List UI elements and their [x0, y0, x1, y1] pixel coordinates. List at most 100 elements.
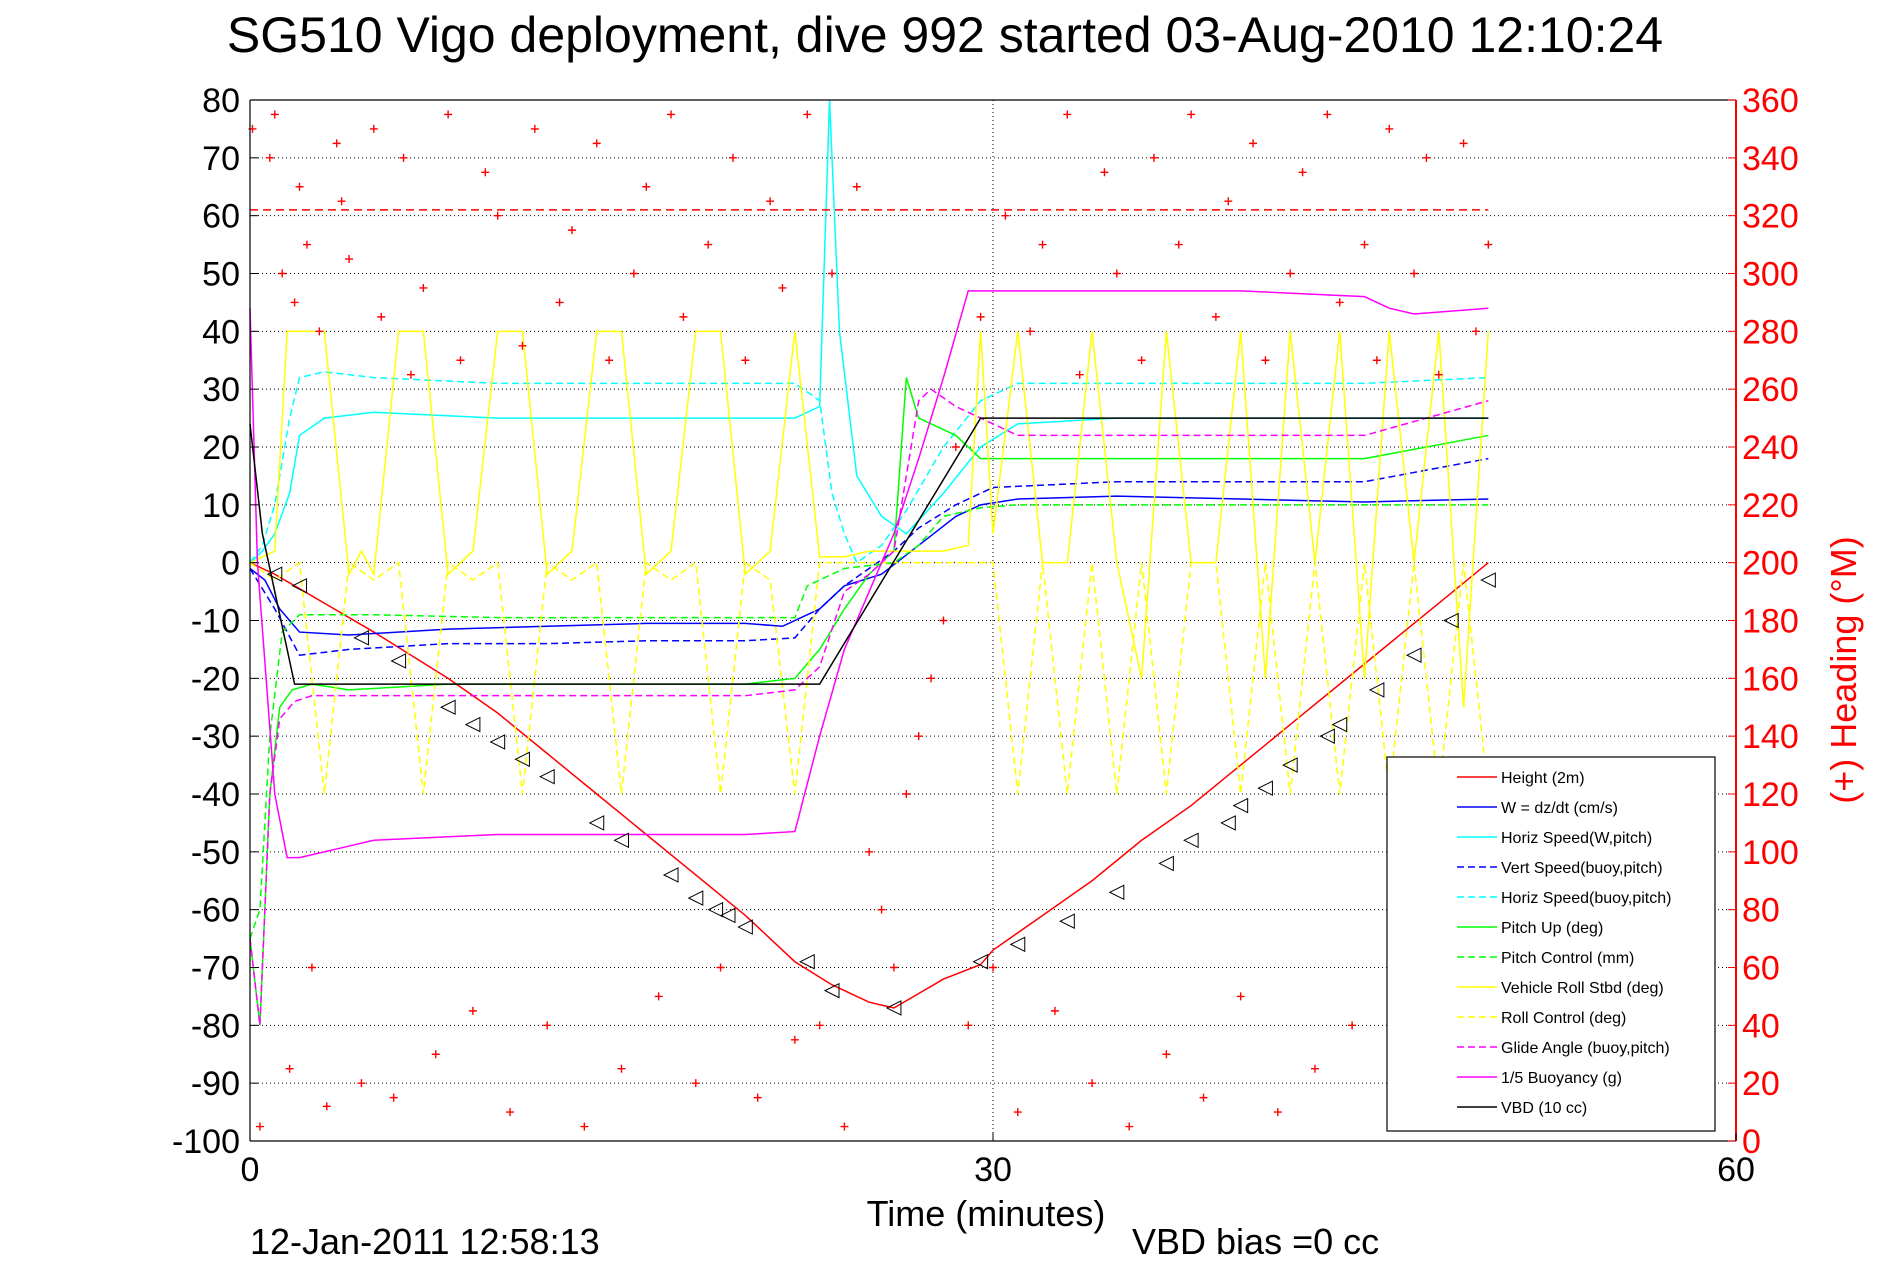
- heading-point: [322, 1102, 331, 1111]
- heading-point: [964, 1021, 973, 1030]
- heading-point: [592, 139, 601, 148]
- heading-point: [431, 1050, 440, 1059]
- glider-marker: [1282, 757, 1298, 773]
- heading-point: [285, 1064, 294, 1073]
- legend-label: Roll Control (deg): [1501, 1010, 1626, 1027]
- heading-point: [1372, 356, 1381, 365]
- right-tick-label: 340: [1742, 140, 1799, 178]
- heading-point: [1335, 298, 1344, 307]
- heading-point: [419, 283, 428, 292]
- series-line-10: [249, 290, 1489, 859]
- legend-label: Horiz Speed(W,pitch): [1501, 830, 1652, 847]
- heading-point: [691, 1079, 700, 1088]
- series-line-3: [249, 457, 1489, 657]
- heading-point: [406, 370, 415, 379]
- glider-markers: [266, 566, 1496, 1016]
- left-tick-label: -100: [172, 1123, 240, 1161]
- heading-point: [444, 110, 453, 119]
- right-tick-label: 100: [1742, 834, 1799, 872]
- heading-point: [1484, 240, 1493, 249]
- left-tick-label: -50: [191, 834, 240, 872]
- heading-point: [345, 255, 354, 264]
- glider-marker: [353, 630, 369, 646]
- left-tick-label: 50: [202, 256, 240, 294]
- heading-point: [332, 139, 341, 148]
- heading-point: [493, 211, 502, 220]
- left-tick-label: 0: [221, 545, 240, 583]
- heading-point: [337, 197, 346, 206]
- glider-marker: [1368, 682, 1385, 698]
- glider-marker: [972, 953, 989, 970]
- footer-timestamp: 12-Jan-2011 12:58:13: [250, 1221, 600, 1262]
- heading-point: [1038, 240, 1047, 249]
- heading-point: [939, 616, 948, 625]
- series-line-5: [249, 377, 1489, 1026]
- heading-point: [1211, 312, 1220, 321]
- x-axis-label: Time (minutes): [867, 1193, 1106, 1234]
- heading-point: [629, 269, 638, 278]
- heading-point: [1298, 168, 1307, 177]
- glider-marker: [707, 901, 724, 918]
- heading-point: [369, 124, 378, 133]
- heading-point: [1310, 1064, 1319, 1073]
- left-tick-label: 10: [202, 487, 240, 525]
- heading-point: [506, 1108, 515, 1117]
- glider-marker: [539, 768, 555, 785]
- heading-point: [778, 283, 787, 292]
- heading-point: [667, 110, 676, 119]
- glider-marker: [1319, 728, 1335, 744]
- legend: Height (2m) W = dz/dt (cm/s) Horiz Speed(W…: [1386, 756, 1716, 1132]
- right-tick-label: 200: [1742, 545, 1799, 583]
- glider-marker: [1480, 572, 1496, 588]
- heading-point: [307, 963, 316, 972]
- series-line-2: [249, 99, 1489, 564]
- heading-point: [1187, 110, 1196, 119]
- heading-point: [728, 153, 737, 162]
- glider-marker: [1158, 855, 1174, 872]
- heading-point: [1434, 370, 1443, 379]
- heading-point: [704, 240, 713, 249]
- heading-point: [1249, 139, 1258, 148]
- heading-point: [290, 298, 299, 307]
- right-tick-label: 220: [1742, 487, 1799, 525]
- heading-point: [1001, 211, 1010, 220]
- heading-point: [1410, 269, 1419, 278]
- glider-marker: [390, 653, 407, 669]
- heading-point: [357, 1079, 366, 1088]
- legend-label: Vehicle Roll Stbd (deg): [1501, 980, 1664, 997]
- heading-point: [605, 356, 614, 365]
- left-tick-label: 30: [202, 371, 240, 409]
- right-y-axis: 3603403203002802602402202001801601401201…: [1728, 82, 1799, 1161]
- glider-marker: [687, 890, 704, 906]
- left-tick-label: -30: [191, 718, 240, 756]
- left-y-axis: 80 70 60 50 40 30 20 10 0 -10 -20 -30 -40 -50 -60 -70 -8…: [172, 82, 258, 1161]
- heading-point: [865, 847, 874, 856]
- heading-point: [1224, 197, 1233, 206]
- footer-vbd-bias: VBD bias =0 cc: [1132, 1221, 1379, 1262]
- left-tick-label: -60: [191, 892, 240, 930]
- heading-point: [543, 1021, 552, 1030]
- glider-marker: [266, 566, 283, 583]
- legend-box: [1386, 756, 1716, 1132]
- series-line-6: [249, 504, 1489, 939]
- heading-point: [1471, 327, 1480, 336]
- glider-marker: [823, 982, 840, 999]
- right-tick-label: 260: [1742, 371, 1799, 409]
- glider-marker: [1059, 913, 1075, 930]
- legend-label: Pitch Up (deg): [1501, 920, 1603, 937]
- glider-marker: [291, 577, 308, 594]
- heading-point: [1459, 139, 1468, 148]
- heading-point: [1286, 269, 1295, 278]
- right-tick-label: 360: [1742, 82, 1799, 120]
- series-line-0: [249, 561, 1489, 1009]
- legend-label: W = dz/dt (cm/s): [1501, 800, 1618, 817]
- heading-point: [1013, 1108, 1022, 1117]
- heading-point: [766, 197, 775, 206]
- heading-point: [1162, 1050, 1171, 1059]
- legend-label: Glide Angle (buoy,pitch): [1501, 1040, 1670, 1057]
- heading-point: [679, 312, 688, 321]
- heading-point: [468, 1006, 477, 1015]
- right-axis-label: (+) Heading (°M): [1823, 536, 1864, 803]
- chart-title: SG510 Vigo deployment, dive 992 started …: [227, 7, 1663, 63]
